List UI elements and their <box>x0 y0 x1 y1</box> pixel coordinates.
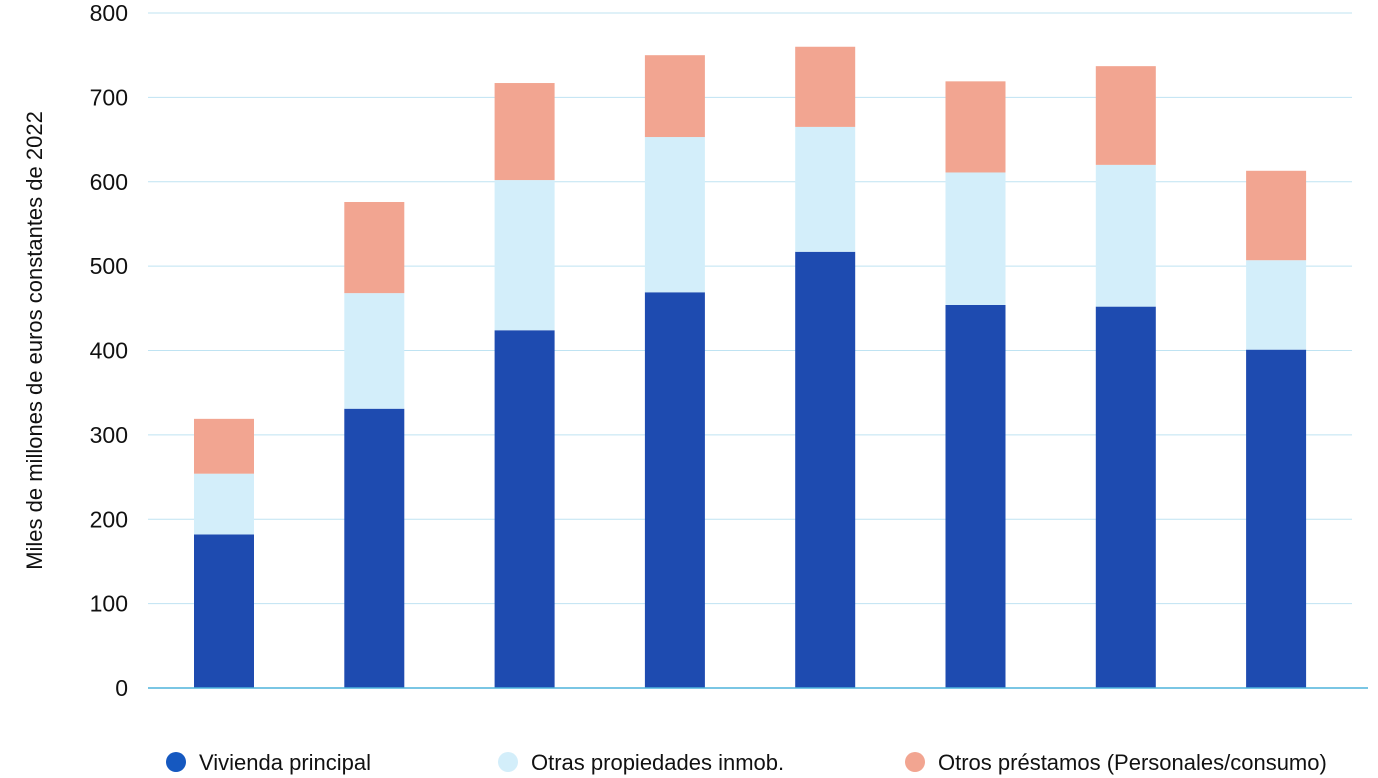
y-tick-label-200: 200 <box>90 506 128 532</box>
bar-segment-3-series-3 <box>494 83 555 181</box>
bar-segment-7-series-3 <box>1095 66 1156 165</box>
bar-segment-2-series-3 <box>344 202 405 294</box>
bar-segment-2-series-2 <box>344 293 405 409</box>
bars <box>194 46 1307 688</box>
bar-segment-1-series-3 <box>194 418 254 474</box>
bar-segment-8-series-3 <box>1246 170 1307 261</box>
bar-segment-4-series-2 <box>644 137 705 293</box>
bar-segment-8-series-2 <box>1246 260 1307 350</box>
y-tick-label-100: 100 <box>90 591 128 617</box>
bar-segment-3-series-2 <box>494 180 555 331</box>
y-axis-ticks: 0 100 200 300 400 500 600 700 800 <box>90 0 128 701</box>
y-tick-label-500: 500 <box>90 253 128 279</box>
y-tick-label-700: 700 <box>90 84 128 110</box>
y-axis-title: Miles de millones de euros constantes de… <box>22 111 47 570</box>
legend-swatch-1 <box>166 752 186 772</box>
y-tick-label-0: 0 <box>115 675 128 701</box>
y-tick-label-400: 400 <box>90 338 128 364</box>
bar-segment-3-series-1 <box>494 330 555 688</box>
y-tick-label-300: 300 <box>90 422 128 448</box>
y-tick-label-600: 600 <box>90 169 128 195</box>
bar-segment-8-series-1 <box>1246 349 1307 688</box>
legend-swatch-2 <box>498 752 518 772</box>
legend-label-1: Vivienda principal <box>199 750 371 775</box>
bar-segment-5-series-2 <box>795 126 856 252</box>
bar-segment-4-series-3 <box>644 55 705 138</box>
bar-segment-5-series-1 <box>795 251 856 688</box>
gridlines <box>148 12 1352 605</box>
bar-segment-4-series-1 <box>644 292 705 688</box>
bar-segment-6-series-1 <box>945 304 1006 688</box>
bar-segment-1-series-1 <box>194 534 254 688</box>
bar-segment-6-series-3 <box>945 81 1006 173</box>
bar-segment-6-series-2 <box>945 172 1006 305</box>
legend-label-2: Otras propiedades inmob. <box>531 750 784 775</box>
bar-segment-2-series-1 <box>344 408 405 688</box>
legend-swatch-3 <box>905 752 925 772</box>
y-tick-label-800: 800 <box>90 0 128 26</box>
bar-segment-7-series-1 <box>1095 306 1156 688</box>
bar-segment-7-series-2 <box>1095 164 1156 307</box>
bar-segment-5-series-3 <box>795 46 856 127</box>
legend: Vivienda principal Otras propiedades inmo… <box>166 750 1327 775</box>
legend-label-3: Otros préstamos (Personales/consumo) <box>938 750 1327 775</box>
bar-segment-1-series-2 <box>194 473 254 535</box>
